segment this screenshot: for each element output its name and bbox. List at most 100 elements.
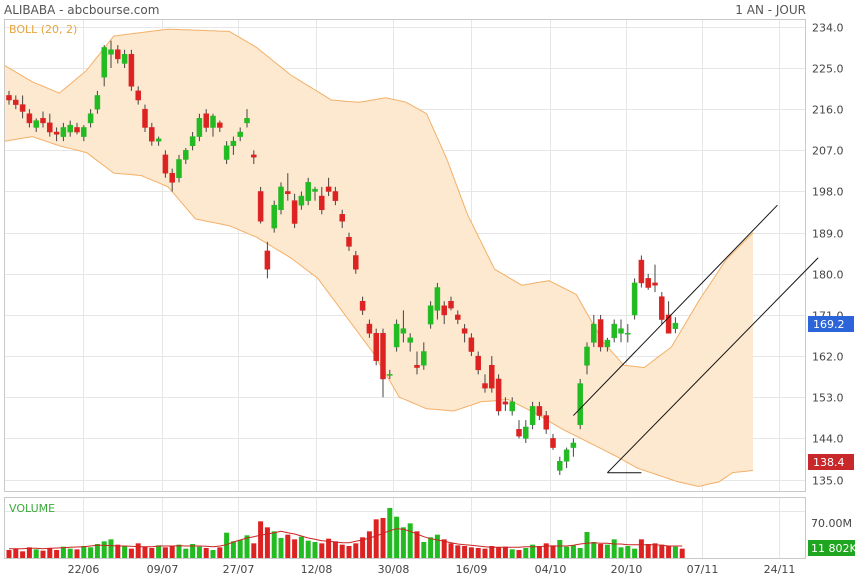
candle-body	[577, 383, 583, 425]
volume-bar	[632, 548, 638, 558]
candle-body	[339, 214, 345, 222]
volume-bar	[625, 546, 631, 558]
candle	[115, 45, 121, 64]
volume-bar	[360, 537, 366, 558]
candle-body	[312, 188, 318, 192]
candle	[251, 150, 257, 165]
low-price-value: 138.4	[813, 456, 845, 469]
volume-bar	[666, 546, 672, 558]
candle-body	[230, 140, 237, 147]
candle-body	[33, 120, 39, 128]
candle	[400, 310, 407, 343]
volume-bar	[326, 538, 332, 558]
candle-body	[94, 95, 101, 110]
candle-body	[264, 250, 271, 270]
candle	[196, 113, 203, 142]
trendline[interactable]	[607, 257, 819, 474]
y-tick-label: 225.0	[812, 63, 844, 76]
candle-body	[570, 442, 577, 448]
candle-body	[217, 122, 223, 128]
candle	[81, 125, 87, 142]
volume-bar	[33, 549, 39, 558]
x-tick-label: 09/07	[147, 563, 179, 576]
candle-body	[26, 113, 33, 124]
volume-bar	[47, 548, 53, 558]
candle	[298, 191, 305, 210]
candle	[149, 122, 155, 146]
last-volume-tag-bg	[808, 540, 855, 556]
volume-bar	[271, 531, 277, 558]
candle	[387, 369, 393, 379]
candle	[631, 278, 638, 320]
volume-bar	[190, 544, 196, 558]
candle	[638, 255, 645, 288]
candle-body	[142, 108, 148, 128]
volume-bar	[230, 541, 236, 558]
volume-bar	[169, 546, 175, 558]
volume-bar	[516, 550, 522, 558]
candle	[591, 314, 597, 347]
volume-bar	[618, 547, 624, 558]
volume-bar	[373, 519, 379, 558]
candle-body	[380, 332, 386, 380]
volume-bar	[489, 546, 495, 558]
candle	[353, 250, 359, 274]
volume-bar	[645, 544, 651, 558]
candle-body	[414, 364, 420, 368]
volume-bar	[400, 527, 406, 558]
candle-body	[563, 449, 570, 462]
volume-bar	[509, 549, 515, 558]
candle	[128, 49, 135, 91]
candle-body	[448, 300, 454, 309]
volume-bar	[94, 544, 100, 558]
volume-label: VOLUME	[9, 502, 55, 515]
candle-body	[40, 118, 46, 124]
candle	[421, 342, 427, 370]
trendline-channel	[573, 204, 819, 474]
trendline[interactable]	[573, 204, 778, 416]
x-tick-label: 07/11	[687, 563, 719, 576]
candle	[101, 45, 107, 87]
candle-body	[591, 323, 597, 343]
candle	[291, 193, 298, 229]
volume-bar	[26, 547, 32, 558]
y-tick-label: 198.0	[812, 186, 844, 199]
candle	[26, 109, 33, 128]
volume-bar	[482, 548, 488, 558]
candle	[271, 200, 277, 233]
candle-body	[19, 104, 26, 112]
candle	[53, 127, 60, 142]
candle-body	[128, 54, 135, 87]
candle-body	[536, 406, 543, 416]
candle-body	[502, 401, 509, 405]
candle-body	[393, 323, 400, 348]
candle	[19, 95, 26, 119]
candle	[584, 342, 590, 375]
candle-body	[291, 200, 298, 224]
period-label[interactable]: 1 AN - JOUR	[735, 3, 806, 17]
candle	[237, 127, 243, 142]
candle-body	[149, 127, 155, 142]
candle	[523, 420, 529, 443]
volume-bar	[258, 521, 264, 558]
last-volume-tag: 11 802K	[808, 540, 855, 556]
volume-bar	[339, 544, 345, 558]
candle	[434, 282, 441, 320]
candle-body	[475, 355, 481, 371]
x-tick-label: 24/11	[764, 563, 796, 576]
volume-bar	[332, 541, 338, 558]
volume-bar	[162, 547, 168, 558]
candle	[278, 182, 284, 215]
low-price-tag: 138.4	[808, 454, 854, 470]
volume-bar	[604, 544, 610, 558]
candle	[495, 374, 502, 416]
candle	[33, 118, 39, 133]
volume-bar	[652, 543, 658, 558]
x-tick-label: 27/07	[223, 563, 255, 576]
volume-bar	[591, 542, 597, 558]
last-price-value: 169.2	[813, 318, 845, 331]
candle	[482, 374, 488, 393]
candle-body	[278, 186, 284, 211]
candle	[189, 132, 196, 151]
y-tick-label: 135.0	[812, 475, 844, 488]
